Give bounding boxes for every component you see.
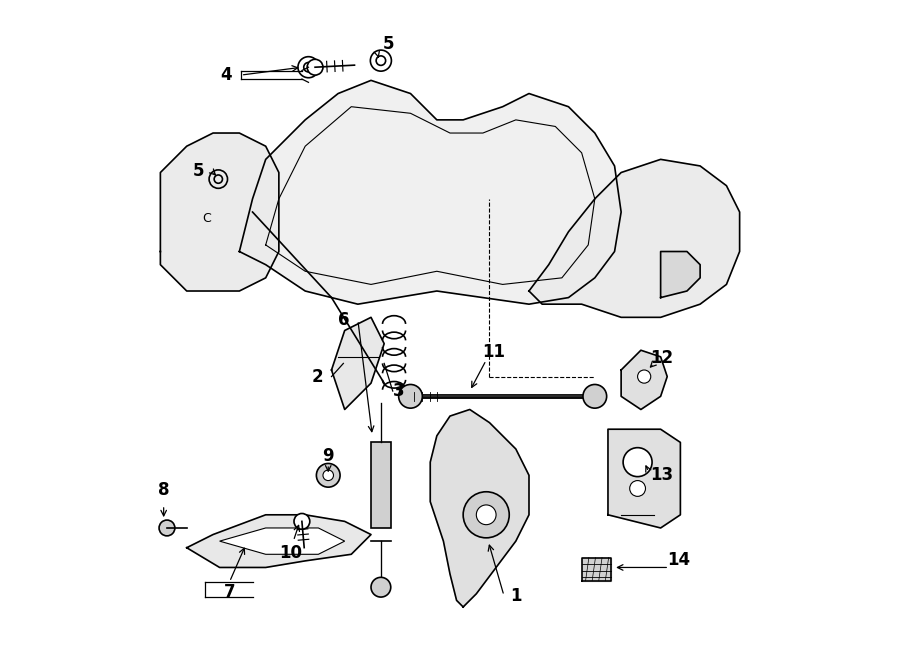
Text: 8: 8 — [158, 481, 169, 499]
Circle shape — [476, 505, 496, 525]
Text: 5: 5 — [383, 35, 394, 53]
Text: 3: 3 — [392, 382, 404, 400]
Polygon shape — [239, 81, 621, 304]
Text: 1: 1 — [510, 587, 522, 605]
Text: 6: 6 — [338, 311, 349, 329]
Text: 9: 9 — [322, 447, 334, 465]
Text: 2: 2 — [311, 368, 323, 385]
Circle shape — [399, 385, 422, 408]
Text: 12: 12 — [651, 349, 673, 367]
Polygon shape — [661, 252, 700, 297]
Text: 5: 5 — [193, 162, 204, 180]
Polygon shape — [220, 528, 345, 555]
Circle shape — [294, 514, 310, 529]
Circle shape — [323, 470, 334, 481]
Text: 10: 10 — [279, 544, 302, 562]
Polygon shape — [160, 133, 279, 291]
Text: 11: 11 — [482, 342, 506, 360]
Circle shape — [637, 370, 651, 383]
Polygon shape — [331, 317, 384, 409]
Polygon shape — [581, 558, 611, 580]
Bar — [371, 442, 391, 528]
Text: 14: 14 — [668, 551, 690, 568]
Polygon shape — [608, 429, 680, 528]
Circle shape — [307, 59, 323, 75]
Polygon shape — [186, 515, 371, 567]
Circle shape — [371, 577, 391, 597]
Circle shape — [317, 463, 340, 487]
Text: C: C — [202, 212, 211, 225]
Circle shape — [630, 481, 645, 496]
Circle shape — [464, 492, 509, 538]
Circle shape — [159, 520, 175, 536]
Polygon shape — [621, 350, 667, 409]
Circle shape — [623, 447, 652, 477]
Circle shape — [583, 385, 607, 408]
Polygon shape — [529, 159, 740, 317]
Text: 4: 4 — [220, 66, 232, 84]
Text: 7: 7 — [224, 583, 235, 601]
Polygon shape — [430, 409, 529, 607]
Text: 13: 13 — [651, 466, 673, 485]
